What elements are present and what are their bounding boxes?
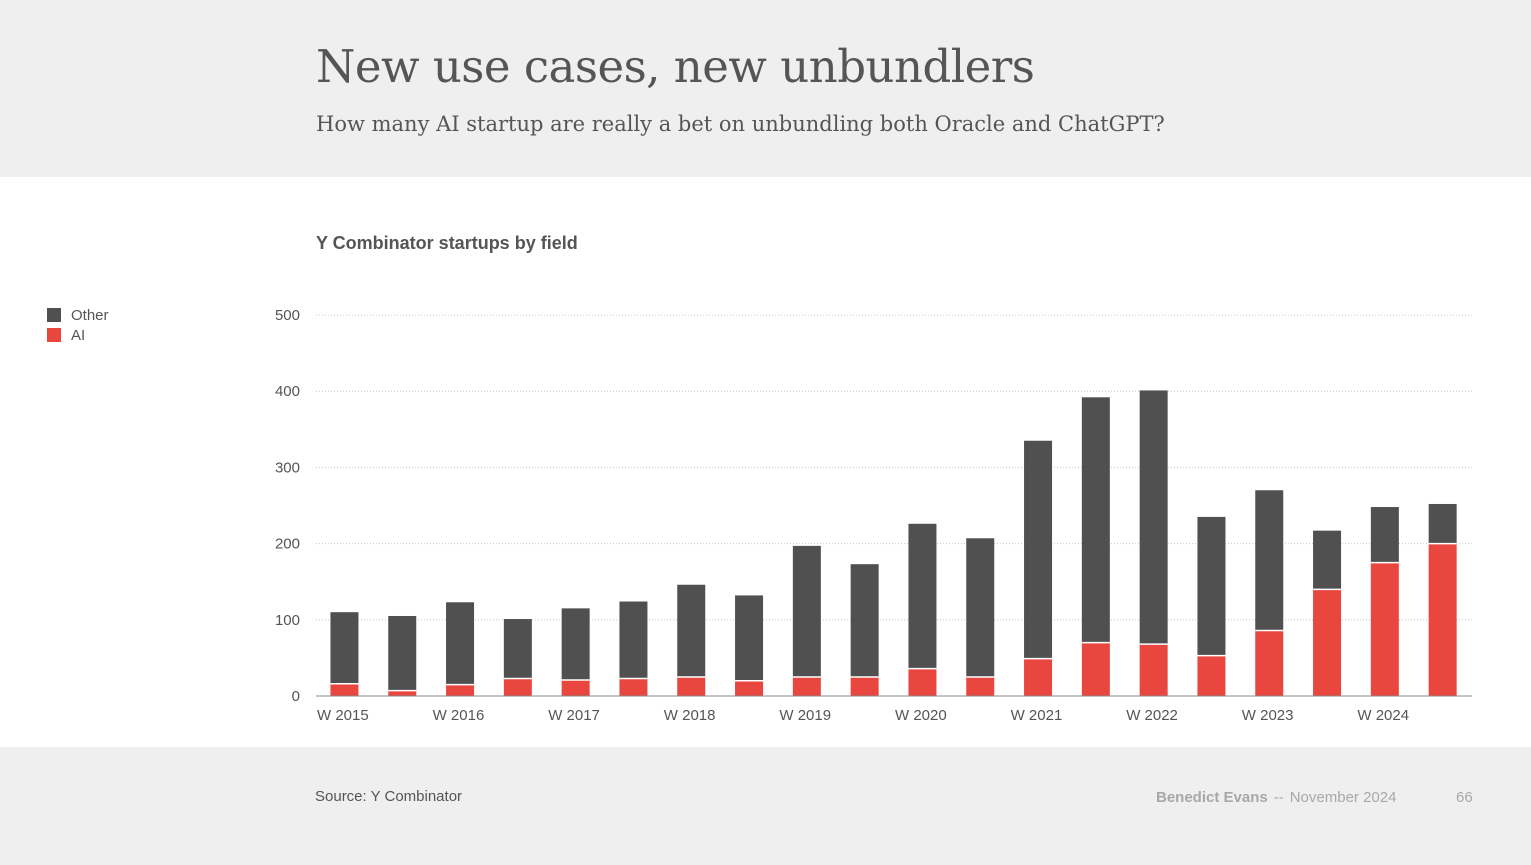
credit-separator: -- xyxy=(1273,789,1284,806)
bar-ai-9 xyxy=(850,676,879,696)
footer-band xyxy=(0,747,1531,865)
bar-other-12 xyxy=(1024,440,1053,659)
bar-ai-12 xyxy=(1024,658,1053,696)
bar-other-18 xyxy=(1370,507,1399,563)
legend-item-other: Other xyxy=(47,305,109,325)
legend-label-ai: AI xyxy=(71,326,86,344)
x-tick-label-6: W 2018 xyxy=(664,707,716,724)
y-tick-label-200: 200 xyxy=(275,536,300,553)
chart-legend: Other AI xyxy=(47,305,109,345)
bar-other-13 xyxy=(1081,397,1110,643)
bar-ai-1 xyxy=(388,690,417,696)
legend-swatch-other xyxy=(47,308,61,322)
bar-other-19 xyxy=(1428,503,1457,544)
bar-other-8 xyxy=(792,545,821,677)
y-tick-label-0: 0 xyxy=(292,688,300,705)
bar-ai-15 xyxy=(1197,655,1226,696)
bar-other-11 xyxy=(966,538,995,677)
bar-ai-19 xyxy=(1428,543,1457,696)
bar-other-7 xyxy=(735,595,764,681)
chart-title: Y Combinator startups by field xyxy=(316,233,578,253)
credit-date: November 2024 xyxy=(1289,789,1397,806)
bar-other-16 xyxy=(1255,490,1284,631)
bar-other-5 xyxy=(619,601,648,679)
bar-other-2 xyxy=(446,602,475,685)
x-tick-label-18: W 2024 xyxy=(1357,707,1409,724)
legend-item-ai: AI xyxy=(47,325,109,345)
x-tick-label-0: W 2015 xyxy=(317,707,369,724)
author-name: Benedict Evans xyxy=(1156,789,1268,806)
y-tick-label-400: 400 xyxy=(275,383,300,400)
credit-line: Benedict Evans -- November 2024 xyxy=(1156,789,1396,806)
bar-ai-13 xyxy=(1081,642,1110,696)
y-tick-label-300: 300 xyxy=(275,459,300,476)
page-title: New use cases, new unbundlers xyxy=(316,40,1035,93)
bar-other-10 xyxy=(908,523,937,669)
bar-other-15 xyxy=(1197,516,1226,656)
bar-ai-8 xyxy=(792,676,821,696)
page-number: 66 xyxy=(1456,789,1473,806)
bar-other-6 xyxy=(677,584,706,677)
x-tick-label-10: W 2020 xyxy=(895,707,947,724)
y-tick-label-100: 100 xyxy=(275,612,300,629)
x-tick-label-12: W 2021 xyxy=(1011,707,1063,724)
bar-ai-17 xyxy=(1313,589,1342,696)
x-tick-label-8: W 2019 xyxy=(779,707,831,724)
bar-other-0 xyxy=(330,612,359,684)
bar-ai-10 xyxy=(908,668,937,696)
bar-ai-7 xyxy=(735,680,764,696)
source-note: Source: Y Combinator xyxy=(315,788,463,805)
bar-ai-2 xyxy=(446,684,475,696)
bar-ai-5 xyxy=(619,678,648,696)
bar-ai-3 xyxy=(503,678,532,696)
bar-other-4 xyxy=(561,608,590,680)
bar-other-9 xyxy=(850,564,879,677)
bar-ai-16 xyxy=(1255,630,1284,696)
x-tick-label-14: W 2022 xyxy=(1126,707,1178,724)
bar-ai-4 xyxy=(561,679,590,696)
x-tick-label-16: W 2023 xyxy=(1242,707,1294,724)
x-tick-label-2: W 2016 xyxy=(433,707,485,724)
bar-other-14 xyxy=(1139,390,1168,645)
page-subtitle: How many AI startup are really a bet on … xyxy=(316,112,1165,136)
legend-label-other: Other xyxy=(71,306,109,324)
bar-ai-6 xyxy=(677,676,706,696)
bar-ai-11 xyxy=(966,676,995,696)
bar-other-1 xyxy=(388,615,417,691)
x-tick-label-4: W 2017 xyxy=(548,707,600,724)
legend-swatch-ai xyxy=(47,328,61,342)
bar-ai-14 xyxy=(1139,644,1168,696)
bar-other-17 xyxy=(1313,530,1342,590)
bar-other-3 xyxy=(503,619,532,679)
bar-ai-18 xyxy=(1370,562,1399,696)
y-tick-label-500: 500 xyxy=(275,307,300,324)
header-band xyxy=(0,0,1531,177)
bar-ai-0 xyxy=(330,683,359,696)
